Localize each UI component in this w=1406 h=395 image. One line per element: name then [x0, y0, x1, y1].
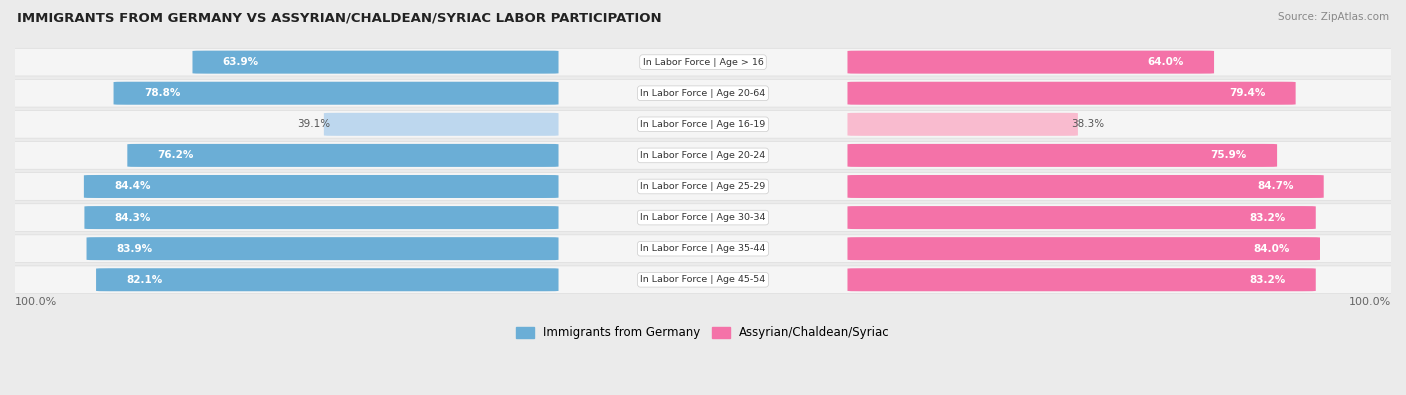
- Text: In Labor Force | Age > 16: In Labor Force | Age > 16: [643, 58, 763, 67]
- Text: 79.4%: 79.4%: [1229, 88, 1265, 98]
- Text: IMMIGRANTS FROM GERMANY VS ASSYRIAN/CHALDEAN/SYRIAC LABOR PARTICIPATION: IMMIGRANTS FROM GERMANY VS ASSYRIAN/CHAL…: [17, 12, 661, 25]
- Text: 76.2%: 76.2%: [157, 150, 194, 160]
- Text: Source: ZipAtlas.com: Source: ZipAtlas.com: [1278, 12, 1389, 22]
- FancyBboxPatch shape: [0, 111, 1406, 138]
- Legend: Immigrants from Germany, Assyrian/Chaldean/Syriac: Immigrants from Germany, Assyrian/Chalde…: [512, 322, 894, 344]
- FancyBboxPatch shape: [848, 51, 1213, 73]
- FancyBboxPatch shape: [0, 235, 1406, 263]
- Text: In Labor Force | Age 35-44: In Labor Force | Age 35-44: [640, 244, 766, 253]
- FancyBboxPatch shape: [848, 237, 1320, 260]
- Text: 83.9%: 83.9%: [117, 244, 153, 254]
- Text: In Labor Force | Age 20-64: In Labor Force | Age 20-64: [640, 89, 766, 98]
- Text: In Labor Force | Age 20-24: In Labor Force | Age 20-24: [640, 151, 766, 160]
- Text: 100.0%: 100.0%: [1348, 297, 1391, 307]
- FancyBboxPatch shape: [0, 173, 1406, 200]
- Text: In Labor Force | Age 30-34: In Labor Force | Age 30-34: [640, 213, 766, 222]
- FancyBboxPatch shape: [114, 82, 558, 105]
- FancyBboxPatch shape: [0, 48, 1406, 76]
- FancyBboxPatch shape: [0, 141, 1406, 169]
- FancyBboxPatch shape: [848, 206, 1316, 229]
- FancyBboxPatch shape: [87, 237, 558, 260]
- FancyBboxPatch shape: [0, 266, 1406, 293]
- Text: 75.9%: 75.9%: [1211, 150, 1247, 160]
- Text: 38.3%: 38.3%: [1071, 119, 1104, 129]
- Text: 84.4%: 84.4%: [114, 181, 150, 192]
- FancyBboxPatch shape: [193, 51, 558, 73]
- Text: 83.2%: 83.2%: [1250, 275, 1285, 285]
- Text: In Labor Force | Age 25-29: In Labor Force | Age 25-29: [640, 182, 766, 191]
- FancyBboxPatch shape: [0, 204, 1406, 231]
- FancyBboxPatch shape: [848, 82, 1296, 105]
- FancyBboxPatch shape: [848, 113, 1078, 136]
- Text: 64.0%: 64.0%: [1147, 57, 1184, 67]
- FancyBboxPatch shape: [848, 268, 1316, 291]
- Text: 83.2%: 83.2%: [1250, 213, 1285, 222]
- Text: 100.0%: 100.0%: [15, 297, 58, 307]
- FancyBboxPatch shape: [0, 79, 1406, 107]
- FancyBboxPatch shape: [84, 206, 558, 229]
- Text: In Labor Force | Age 45-54: In Labor Force | Age 45-54: [640, 275, 766, 284]
- Text: 82.1%: 82.1%: [127, 275, 163, 285]
- Text: 78.8%: 78.8%: [143, 88, 180, 98]
- FancyBboxPatch shape: [323, 113, 558, 136]
- FancyBboxPatch shape: [848, 175, 1323, 198]
- FancyBboxPatch shape: [96, 268, 558, 291]
- Text: In Labor Force | Age 16-19: In Labor Force | Age 16-19: [640, 120, 766, 129]
- FancyBboxPatch shape: [128, 144, 558, 167]
- Text: 63.9%: 63.9%: [222, 57, 259, 67]
- FancyBboxPatch shape: [848, 144, 1277, 167]
- Text: 39.1%: 39.1%: [298, 119, 330, 129]
- Text: 84.3%: 84.3%: [115, 213, 150, 222]
- Text: 84.7%: 84.7%: [1257, 181, 1294, 192]
- FancyBboxPatch shape: [84, 175, 558, 198]
- Text: 84.0%: 84.0%: [1253, 244, 1289, 254]
